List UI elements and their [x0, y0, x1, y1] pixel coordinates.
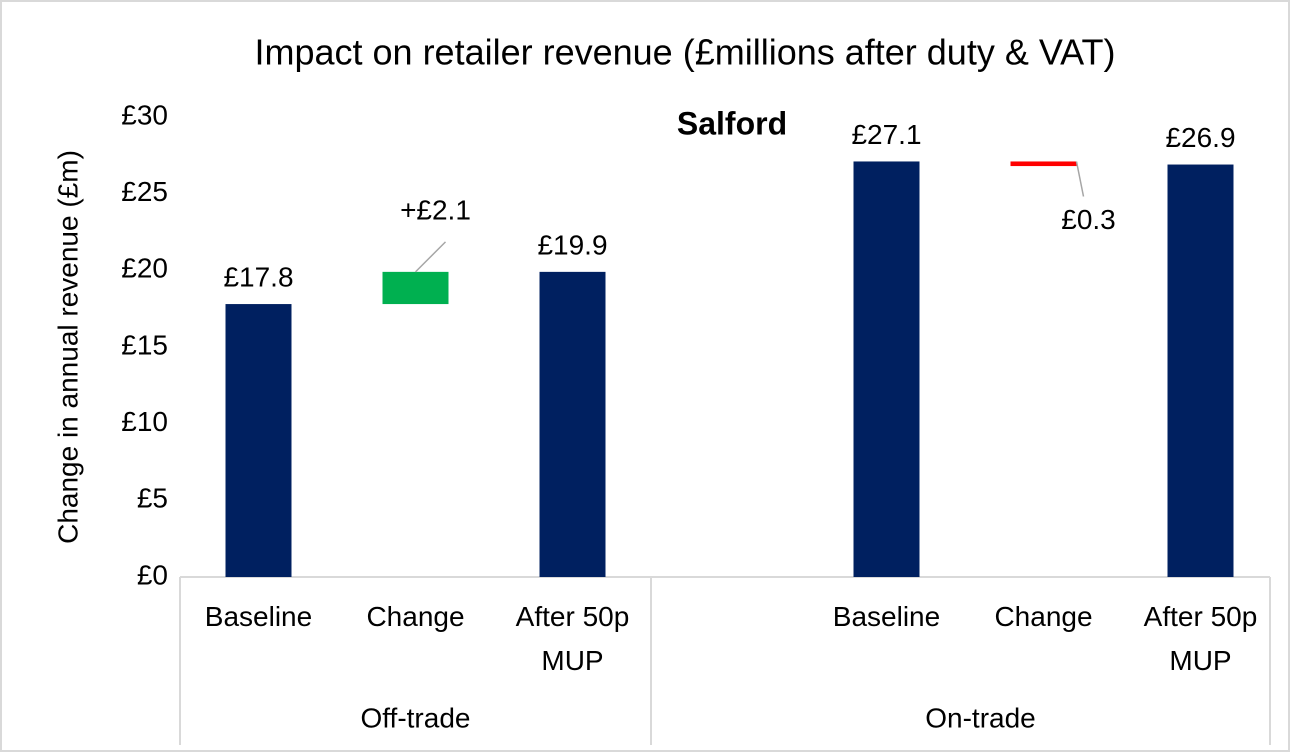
y-tick-label: £20	[121, 253, 168, 284]
x-tick-label: Baseline	[204, 601, 313, 632]
y-tick-label: £10	[121, 406, 168, 437]
y-tick-label: £30	[121, 99, 168, 130]
y-axis-label: Change in annual revenue (£m)	[52, 150, 83, 544]
chart-subtitle: Salford	[677, 105, 787, 141]
bar	[539, 271, 606, 577]
data-label: £27.1	[851, 119, 921, 150]
chart-title: Impact on retailer revenue (£millions af…	[254, 32, 1115, 73]
bar	[853, 161, 920, 577]
x-tick-label: After 50p MUP	[515, 601, 630, 676]
y-tick-label: £15	[121, 329, 168, 360]
x-tick-label: After 50p MUP	[1143, 601, 1258, 676]
data-label: £17.8	[223, 261, 293, 292]
data-label: £19.9	[537, 229, 607, 260]
data-label: £26.9	[1165, 122, 1235, 153]
group-label: Off-trade	[361, 702, 471, 733]
leader-line	[414, 241, 447, 273]
bar	[1167, 164, 1234, 578]
leader-line	[1075, 161, 1085, 197]
y-tick-label: £5	[137, 483, 168, 514]
x-tick-label: Baseline	[832, 601, 941, 632]
bar	[1010, 161, 1077, 167]
group-label: On-trade	[925, 702, 1036, 733]
data-label: £0.3	[1061, 204, 1116, 235]
bar	[382, 271, 449, 305]
data-label: +£2.1	[400, 194, 471, 225]
x-tick-label: Change	[994, 601, 1093, 632]
y-tick-label: £0	[137, 559, 168, 590]
bar	[225, 304, 292, 577]
x-tick-label: Change	[366, 601, 465, 632]
y-tick-label: £25	[121, 176, 168, 207]
